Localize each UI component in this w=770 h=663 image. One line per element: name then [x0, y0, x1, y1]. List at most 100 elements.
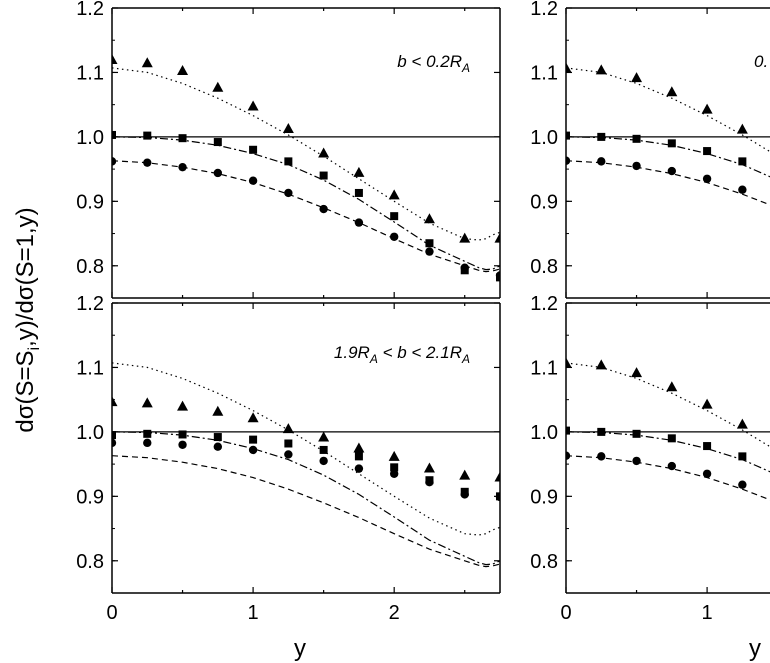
- square-point: [249, 435, 258, 444]
- y-tick-label: 1.2: [76, 0, 104, 20]
- triangle-point: [595, 359, 607, 370]
- square-point: [632, 134, 641, 143]
- triangle-point: [112, 396, 118, 407]
- y-tick-label: 1.1: [530, 357, 558, 379]
- square-point: [632, 429, 641, 438]
- square-point: [354, 452, 363, 461]
- circle-point: [248, 176, 258, 185]
- panel-top-right: 0.8 0.9 1.0 1.1 1.2 0.: [530, 0, 770, 299]
- panel-label: 0.: [754, 52, 768, 71]
- triangle-point: [247, 100, 259, 111]
- square-point: [738, 452, 747, 461]
- series-dotted-line: [112, 67, 500, 241]
- x-tick-label: 1: [248, 602, 259, 624]
- circle-point: [702, 174, 712, 183]
- circle-point: [354, 464, 364, 473]
- square-point: [143, 131, 152, 140]
- y-tick-label: 1.0: [76, 127, 104, 149]
- series-dashed-line: [112, 160, 500, 273]
- square-point: [284, 157, 293, 166]
- triangle-point: [141, 397, 153, 408]
- circle-point: [389, 469, 399, 478]
- circle-point: [213, 168, 223, 178]
- triangle-point: [423, 213, 435, 224]
- triangle-point: [666, 86, 678, 97]
- y-tick-label: 1.2: [530, 0, 558, 20]
- triangle-point: [631, 367, 643, 378]
- circle-point: [667, 461, 677, 471]
- square-point: [667, 434, 676, 443]
- triangle-point: [112, 54, 118, 65]
- y-tick-label: 0.9: [530, 191, 558, 213]
- triangle-point: [212, 81, 224, 92]
- series-dashdot-line: [566, 431, 770, 473]
- y-tick-label: 0.8: [76, 256, 104, 278]
- panel-top-left: 0.8 0.9 1.0 1.1 1.2 b < 0.2RA: [76, 0, 501, 299]
- circle-point: [632, 161, 641, 171]
- square-point: [390, 212, 399, 221]
- y-tick-label: 0.9: [76, 191, 104, 213]
- triangle-point: [388, 189, 400, 200]
- square-point: [566, 131, 570, 140]
- circle-point: [597, 157, 606, 166]
- y-tick-label: 0.8: [76, 551, 104, 573]
- square-point: [178, 430, 187, 439]
- triangle-point: [353, 442, 365, 453]
- panel-bottom-right: 0.8 0.9 1.0 1.1 1.2 0 1: [530, 293, 770, 624]
- triangle-point: [494, 471, 500, 482]
- series-dotted-line: [112, 362, 500, 536]
- triangle-point: [666, 381, 678, 392]
- square-point: [319, 445, 328, 454]
- triangle-point: [736, 123, 748, 134]
- circle-point: [495, 492, 500, 502]
- square-point: [390, 463, 399, 472]
- series-dashed-line: [566, 455, 770, 501]
- square-point: [667, 139, 676, 148]
- square-point: [178, 134, 187, 143]
- triangle-point: [423, 462, 435, 473]
- triangle-point: [282, 123, 294, 134]
- triangle-point: [177, 65, 189, 76]
- triangle-point: [494, 232, 500, 243]
- square-point: [143, 429, 152, 438]
- panel-bottom-left: 0.8 0.9 1.0 1.1 1.2 0 1 2 1.9RA < b < 2.1RA: [76, 293, 501, 624]
- y-tick-label: 1.2: [530, 293, 558, 315]
- triangle-point: [566, 62, 572, 73]
- y-tick-label: 1.1: [76, 62, 104, 84]
- x-tick-label: 0: [106, 602, 117, 624]
- series-dotted-line: [566, 362, 770, 448]
- square-point: [284, 439, 293, 448]
- square-point: [354, 188, 363, 197]
- series-dashdot-line: [112, 136, 500, 271]
- triangle-point: [282, 423, 294, 434]
- y-tick-label: 0.8: [530, 256, 558, 278]
- circle-point: [425, 477, 434, 487]
- plot-area: [566, 62, 770, 206]
- triangle-point: [141, 57, 153, 68]
- x-axis-title-left: y: [294, 635, 306, 662]
- x-tick-label: 1: [702, 602, 713, 624]
- series-dashdot-line: [566, 136, 770, 178]
- circle-point: [597, 452, 606, 461]
- circle-point: [319, 456, 328, 466]
- circle-point: [112, 438, 117, 448]
- square-point: [249, 145, 258, 154]
- y-tick-label: 1.1: [530, 62, 558, 84]
- triangle-point: [701, 103, 713, 114]
- y-tick-label: 0.9: [76, 486, 104, 508]
- triangle-point: [177, 400, 189, 411]
- triangle-point: [247, 412, 259, 423]
- triangle-point: [353, 166, 365, 177]
- panel-label: 1.9RA < b < 2.1RA: [334, 343, 470, 366]
- series-dashed-line: [566, 160, 770, 206]
- circle-point: [460, 490, 469, 499]
- panel-label: b < 0.2RA: [397, 52, 470, 75]
- circle-point: [213, 442, 223, 451]
- square-point: [112, 431, 116, 440]
- square-point: [112, 130, 116, 139]
- triangle-point: [318, 147, 330, 158]
- circle-point: [632, 456, 641, 466]
- triangle-point: [212, 405, 224, 416]
- y-tick-label: 0.9: [530, 486, 558, 508]
- square-point: [597, 427, 606, 436]
